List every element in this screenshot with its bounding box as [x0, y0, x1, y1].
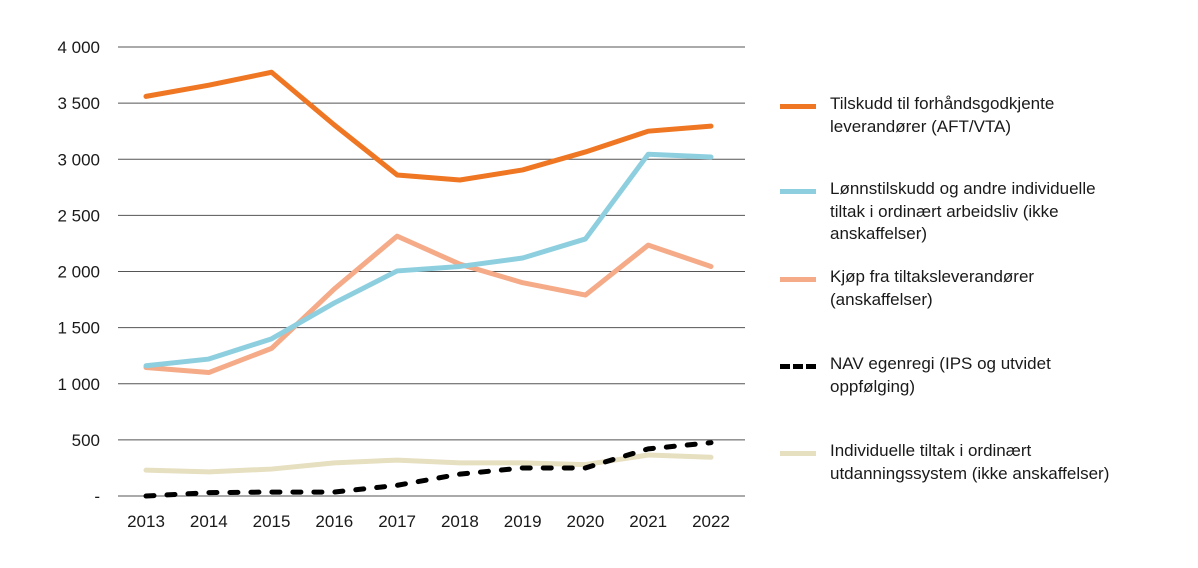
legend-swatch: [780, 451, 816, 456]
series-line-0: [143, 69, 714, 183]
y-tick-label: 1 500: [57, 319, 100, 338]
legend-label: NAV egenregi (IPS og utvidet oppfølging): [830, 354, 1051, 396]
y-tick-label: 1 000: [57, 375, 100, 394]
series-line-3: [143, 440, 714, 499]
y-tick-label: 500: [72, 431, 100, 450]
legend-swatch: [780, 104, 816, 109]
legend-swatch: [780, 277, 816, 282]
series-line-2: [143, 233, 714, 376]
x-tick-label: 2014: [190, 512, 228, 531]
x-tick-label: 2017: [378, 512, 416, 531]
y-tick-label: 3 500: [57, 94, 100, 113]
line-chart: - 500 1 000 1 500 2 000 2 500 3 000 3 500 4 000 2…: [57, 38, 745, 531]
x-tick-label: 2021: [629, 512, 667, 531]
x-tick-label: 2018: [441, 512, 479, 531]
legend-item: NAV egenregi (IPS og utvidet oppfølging): [780, 353, 1130, 398]
legend-item: Individuelle tiltak i ordinært utdanning…: [780, 440, 1130, 485]
y-tick-label: -: [94, 487, 100, 506]
x-tick-label: 2016: [315, 512, 353, 531]
legend-swatch: [780, 189, 816, 194]
x-tick-label: 2013: [127, 512, 165, 531]
legend-label: Tilskudd til forhåndsgodkjente leverandø…: [830, 94, 1055, 136]
y-tick-label: 2 000: [57, 263, 100, 282]
x-tick-label: 2022: [692, 512, 730, 531]
x-tick-label: 2015: [253, 512, 291, 531]
legend-item: Kjøp fra tiltaksleverandører (anskaffels…: [780, 266, 1130, 311]
series-line-1: [143, 151, 714, 369]
legend-swatch: [780, 364, 816, 369]
y-tick-label: 4 000: [57, 38, 100, 57]
legend-label: Individuelle tiltak i ordinært utdanning…: [830, 441, 1110, 483]
legend-item: Lønnstilskudd og andre individuelle tilt…: [780, 178, 1130, 246]
series-line-4: [143, 452, 714, 475]
x-tick-label: 2019: [504, 512, 542, 531]
legend-item: Tilskudd til forhåndsgodkjente leverandø…: [780, 93, 1130, 138]
legend-label: Lønnstilskudd og andre individuelle tilt…: [830, 179, 1096, 243]
x-tick-label: 2020: [567, 512, 605, 531]
legend-label: Kjøp fra tiltaksleverandører (anskaffels…: [830, 267, 1035, 309]
y-tick-label: 2 500: [57, 206, 100, 225]
y-tick-label: 3 000: [57, 150, 100, 169]
